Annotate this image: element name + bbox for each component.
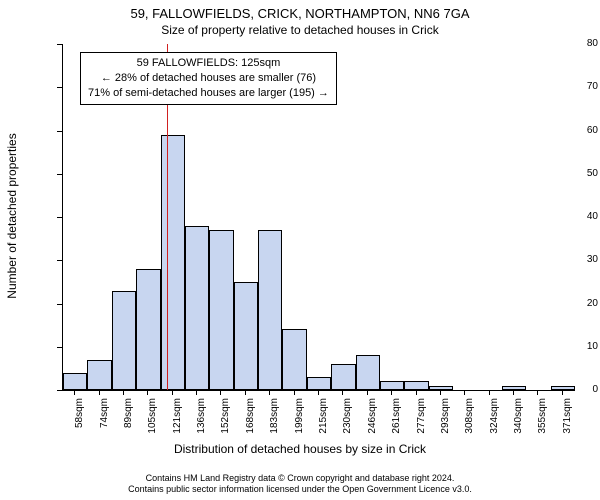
x-tick-mark — [342, 390, 343, 395]
x-tick-mark — [440, 390, 441, 395]
y-tick-label: 70 — [544, 81, 598, 92]
x-tick-label: 371sqm — [562, 398, 573, 438]
y-tick-mark — [57, 304, 62, 305]
footer-line-1: Contains HM Land Registry data © Crown c… — [0, 473, 600, 485]
x-axis-label: Distribution of detached houses by size … — [0, 442, 600, 456]
x-tick-mark — [220, 390, 221, 395]
histogram-bar — [209, 230, 233, 390]
x-tick-label: 308sqm — [464, 398, 475, 438]
y-tick-label: 30 — [544, 254, 598, 265]
y-tick-mark — [57, 174, 62, 175]
x-tick-label: 261sqm — [391, 398, 402, 438]
x-tick-mark — [562, 390, 563, 395]
x-tick-label: 168sqm — [245, 398, 256, 438]
chart-container: 59, FALLOWFIELDS, CRICK, NORTHAMPTON, NN… — [0, 0, 600, 500]
x-tick-label: 215sqm — [318, 398, 329, 438]
histogram-bar — [112, 291, 136, 390]
histogram-bar — [185, 226, 209, 390]
x-tick-label: 355sqm — [537, 398, 548, 438]
annotation-box: 59 FALLOWFIELDS: 125sqm← 28% of detached… — [80, 52, 337, 105]
histogram-bar — [331, 364, 355, 390]
annotation-line: ← 28% of detached houses are smaller (76… — [88, 71, 329, 86]
x-tick-label: 324sqm — [489, 398, 500, 438]
x-tick-mark — [391, 390, 392, 395]
y-tick-label: 60 — [544, 125, 598, 136]
histogram-bar — [404, 381, 428, 390]
footer-attribution: Contains HM Land Registry data © Crown c… — [0, 473, 600, 496]
histogram-bar — [258, 230, 282, 390]
x-tick-mark — [294, 390, 295, 395]
annotation-line: 59 FALLOWFIELDS: 125sqm — [88, 56, 329, 71]
x-tick-mark — [367, 390, 368, 395]
chart-title-sub: Size of property relative to detached ho… — [0, 21, 600, 37]
y-tick-label: 0 — [544, 384, 598, 395]
x-tick-label: 152sqm — [220, 398, 231, 438]
x-tick-mark — [172, 390, 173, 395]
x-tick-mark — [269, 390, 270, 395]
histogram-bar — [136, 269, 160, 390]
chart-title-main: 59, FALLOWFIELDS, CRICK, NORTHAMPTON, NN… — [0, 0, 600, 21]
x-tick-label: 340sqm — [513, 398, 524, 438]
x-tick-mark — [147, 390, 148, 395]
x-tick-mark — [318, 390, 319, 395]
y-tick-mark — [57, 44, 62, 45]
histogram-bar — [63, 373, 87, 390]
y-tick-mark — [57, 260, 62, 261]
histogram-bar — [356, 355, 380, 390]
x-tick-mark — [123, 390, 124, 395]
x-tick-label: 246sqm — [367, 398, 378, 438]
histogram-bar — [87, 360, 111, 390]
y-tick-mark — [57, 390, 62, 391]
y-tick-label: 80 — [544, 38, 598, 49]
annotation-line: 71% of semi-detached houses are larger (… — [88, 86, 329, 101]
x-tick-label: 183sqm — [269, 398, 280, 438]
y-tick-label: 10 — [544, 341, 598, 352]
y-tick-mark — [57, 217, 62, 218]
y-axis-label: Number of detached properties — [5, 126, 19, 306]
x-tick-mark — [245, 390, 246, 395]
x-tick-label: 58sqm — [74, 398, 85, 438]
x-tick-label: 230sqm — [342, 398, 353, 438]
y-tick-mark — [57, 347, 62, 348]
y-tick-label: 40 — [544, 211, 598, 222]
x-tick-mark — [196, 390, 197, 395]
histogram-bar — [307, 377, 331, 390]
x-tick-label: 277sqm — [416, 398, 427, 438]
x-tick-mark — [537, 390, 538, 395]
x-tick-label: 105sqm — [147, 398, 158, 438]
x-tick-mark — [464, 390, 465, 395]
footer-line-2: Contains public sector information licen… — [0, 484, 600, 496]
histogram-bar — [161, 135, 185, 390]
x-tick-mark — [489, 390, 490, 395]
histogram-bar — [380, 381, 404, 390]
x-tick-label: 121sqm — [172, 398, 183, 438]
x-tick-label: 199sqm — [294, 398, 305, 438]
x-tick-label: 293sqm — [440, 398, 451, 438]
x-tick-mark — [74, 390, 75, 395]
x-tick-mark — [513, 390, 514, 395]
y-tick-label: 20 — [544, 298, 598, 309]
histogram-bar — [234, 282, 258, 390]
x-tick-mark — [416, 390, 417, 395]
histogram-bar — [429, 386, 453, 390]
y-tick-mark — [57, 87, 62, 88]
x-tick-label: 89sqm — [123, 398, 134, 438]
x-tick-label: 74sqm — [99, 398, 110, 438]
x-tick-mark — [99, 390, 100, 395]
histogram-bar — [282, 329, 306, 390]
x-tick-label: 136sqm — [196, 398, 207, 438]
y-tick-label: 50 — [544, 168, 598, 179]
y-tick-mark — [57, 131, 62, 132]
